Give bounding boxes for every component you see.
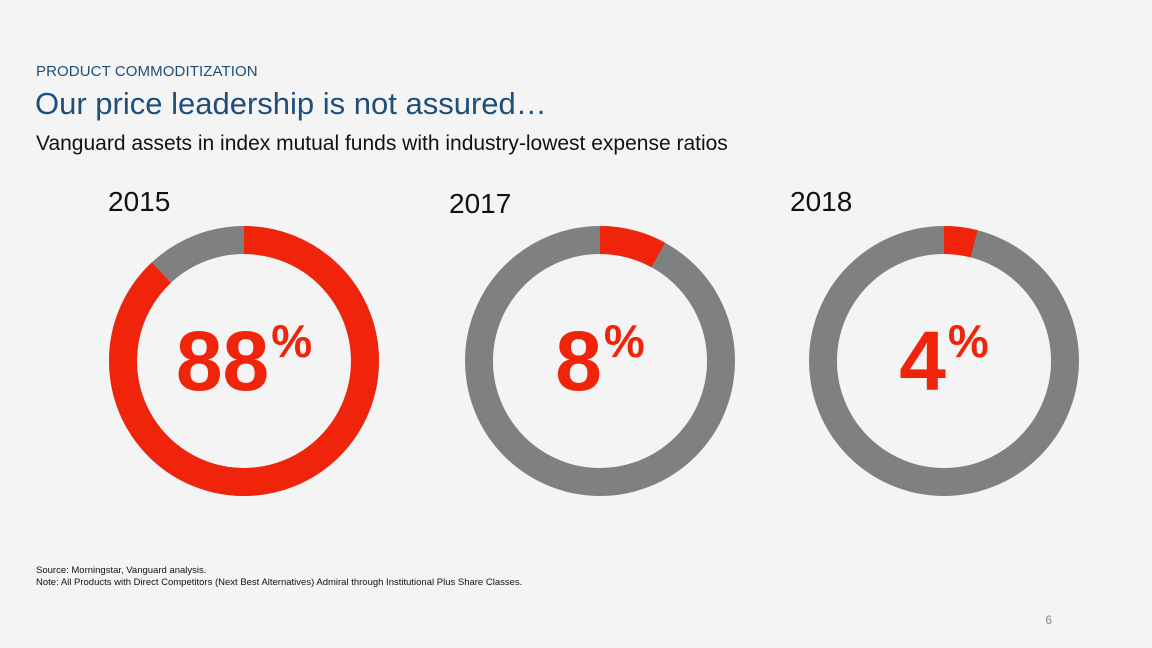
donut-2017-value: 8 xyxy=(555,314,602,408)
page-number: 6 xyxy=(1045,613,1052,627)
note-footnote: Note: All Products with Direct Competito… xyxy=(36,577,523,588)
chart-2015-year-label: 2015 xyxy=(108,186,171,217)
donut-2017-center-label: 8% xyxy=(464,225,736,497)
donut-chart-2015: 88% xyxy=(108,225,380,497)
donut-2018-value: 4 xyxy=(899,314,946,408)
donut-2015-center-label: 88% xyxy=(108,225,380,497)
donut-2017-share-arc xyxy=(465,226,735,496)
page-title: Our price leadership is not assured… xyxy=(35,86,547,121)
donut-2018-center-label: 4% xyxy=(808,225,1080,497)
section-kicker: PRODUCT COMMODITIZATION xyxy=(36,63,258,80)
chart-2017-year-label: 2017 xyxy=(449,188,512,219)
donut-2018-svg xyxy=(809,226,1079,496)
donut-2015-svg xyxy=(109,226,379,496)
page-subtitle: Vanguard assets in index mutual funds wi… xyxy=(36,132,728,155)
donut-2018-share-arc xyxy=(809,226,1079,496)
donut-chart-2017: 8% xyxy=(464,225,736,497)
donut-2015-share-arc xyxy=(109,226,379,496)
donut-2017-unit: % xyxy=(603,315,645,367)
source-footnote: Source: Morningstar, Vanguard analysis. xyxy=(36,565,207,576)
donut-2015-value: 88 xyxy=(175,314,270,408)
donut-2017-svg xyxy=(465,226,735,496)
chart-2018-year-label: 2018 xyxy=(790,186,853,217)
donut-chart-2018: 4% xyxy=(808,225,1080,497)
donut-2018-unit: % xyxy=(947,315,989,367)
donut-2015-unit: % xyxy=(271,315,313,367)
